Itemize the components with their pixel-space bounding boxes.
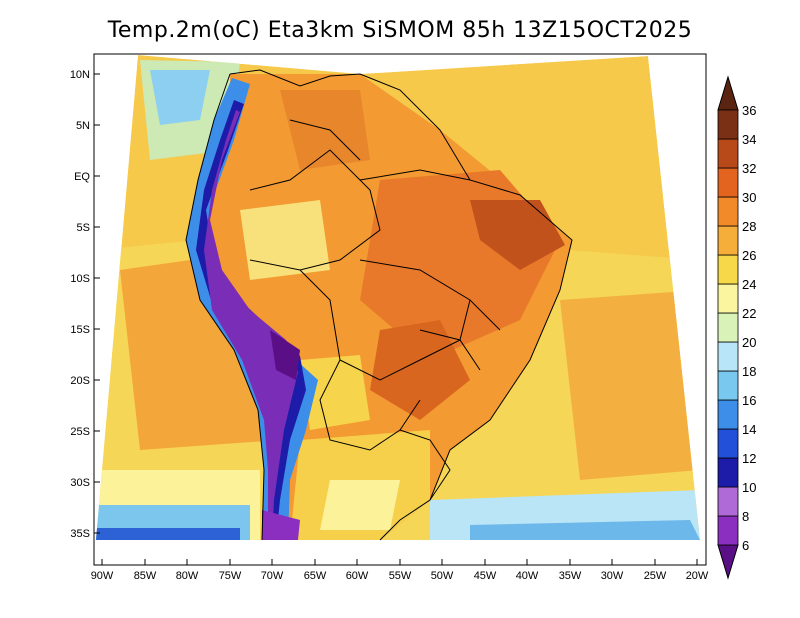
colorbar-segment (717, 167, 739, 198)
lat-label-15s: 15S (70, 324, 90, 336)
colorbar: 6 8 10 12 14 16 18 20 22 24 26 28 30 32 34 36 (717, 75, 756, 580)
lat-label-30s: 30S (70, 477, 90, 489)
lon-label-75w: 75W (219, 570, 242, 582)
lat-label-5n: 5N (76, 120, 90, 132)
lat-label-10s: 10S (70, 273, 90, 285)
lon-label-35w: 35W (559, 570, 582, 582)
colorbar-level-label: 10 (742, 480, 756, 495)
lon-label-65w: 65W (304, 570, 327, 582)
country-borders (185, 69, 573, 541)
colorbar-segment (717, 428, 739, 459)
lon-label-85w: 85W (134, 570, 157, 582)
map-title: Temp.2m(oC) Eta3km SiSMOM 85h 13Z15OCT20… (107, 18, 693, 43)
colorbar-segments (717, 109, 739, 546)
colorbar-level-label: 22 (742, 306, 756, 321)
lon-label-20w: 20W (686, 570, 709, 582)
lon-label-40w: 40W (516, 570, 539, 582)
colorbar-segment (717, 138, 739, 169)
temperature-field (96, 55, 700, 540)
colorbar-segment (717, 312, 739, 343)
colorbar-segment (717, 486, 739, 517)
lat-label-5s: 5S (77, 222, 90, 234)
lon-label-80w: 80W (176, 570, 199, 582)
colorbar-level-label: 8 (742, 509, 749, 524)
colorbar-segment (717, 109, 739, 140)
colorbar-level-label: 18 (742, 364, 756, 379)
lon-label-45w: 45W (474, 570, 497, 582)
colorbar-segment (717, 515, 739, 546)
colorbar-level-label: 30 (742, 190, 756, 205)
colorbar-segment (717, 196, 739, 227)
lat-label-20s: 20S (70, 375, 90, 387)
colorbar-labels: 6 8 10 12 14 16 18 20 22 24 26 28 30 32 34 36 (742, 103, 756, 553)
colorbar-level-label: 16 (742, 393, 756, 408)
lon-label-60w: 60W (346, 570, 369, 582)
colorbar-segment (717, 341, 739, 372)
colorbar-level-label: 28 (742, 219, 756, 234)
colorbar-segment (717, 254, 739, 285)
colorbar-segment (717, 370, 739, 401)
lon-label-25w: 25W (644, 570, 667, 582)
lat-label-35s: 35S (70, 528, 90, 540)
lat-label-25s: 25S (70, 426, 90, 438)
colorbar-level-label: 12 (742, 451, 756, 466)
colorbar-level-label: 20 (742, 335, 756, 350)
colorbar-min-arrow (717, 544, 739, 580)
colorbar-max-arrow (717, 75, 739, 111)
lon-label-90w: 90W (91, 570, 114, 582)
colorbar-level-label: 32 (742, 161, 756, 176)
lat-label-10n: 10N (70, 69, 90, 81)
colorbar-level-label: 6 (742, 538, 749, 553)
colorbar-level-label: 34 (742, 132, 756, 147)
colorbar-level-label: 26 (742, 248, 756, 263)
lon-label-55w: 55W (389, 570, 412, 582)
lon-label-30w: 30W (601, 570, 624, 582)
lon-label-70w: 70W (261, 570, 284, 582)
colorbar-segment (717, 225, 739, 256)
colorbar-segment (717, 457, 739, 488)
lon-label-50w: 50W (431, 570, 454, 582)
colorbar-level-label: 36 (742, 103, 756, 118)
colorbar-level-label: 14 (742, 422, 756, 437)
colorbar-segment (717, 283, 739, 314)
colorbar-segment (717, 399, 739, 430)
colorbar-level-label: 24 (742, 277, 756, 292)
latitude-axis: 10N 5N EQ 5S 10S 15S 20S 25S 30S 35S (70, 69, 100, 540)
lat-label-eq: EQ (74, 171, 90, 183)
longitude-axis: 90W 85W 80W 75W 70W 65W 60W 55W 50W 45W … (91, 559, 709, 582)
